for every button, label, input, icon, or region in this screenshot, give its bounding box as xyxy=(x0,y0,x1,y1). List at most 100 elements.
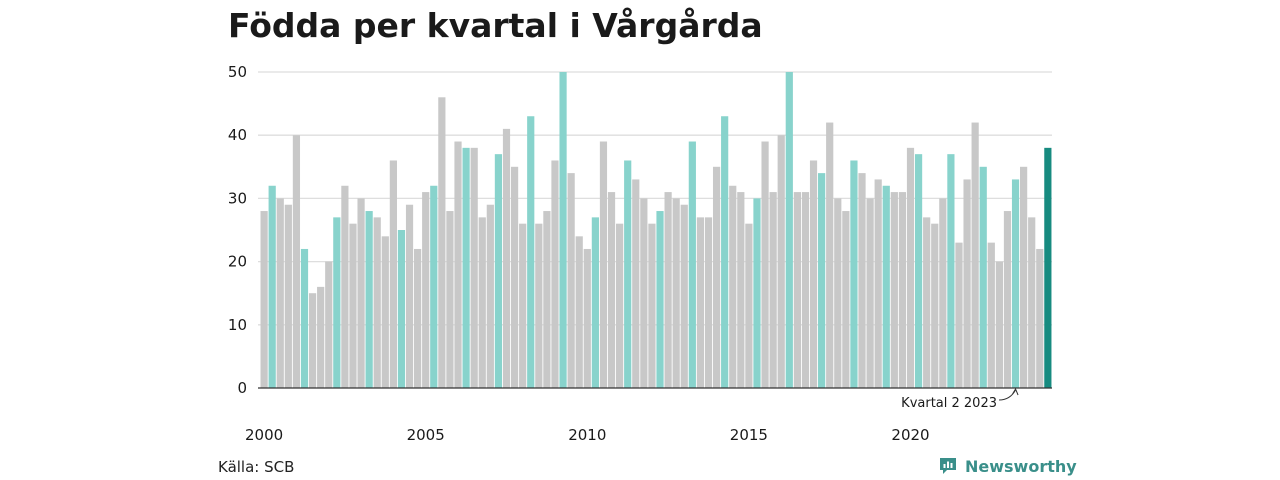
bar xyxy=(559,72,567,388)
chart-title: Födda per kvartal i Vårgårda xyxy=(228,6,763,45)
bar xyxy=(470,147,478,388)
bar xyxy=(914,154,923,388)
bar xyxy=(712,166,721,388)
bar xyxy=(535,223,543,388)
bar xyxy=(801,192,810,388)
bar xyxy=(664,192,672,388)
bar xyxy=(422,192,430,388)
bar xyxy=(882,185,890,388)
bars xyxy=(260,72,1052,389)
bar xyxy=(325,261,333,388)
bar xyxy=(1028,217,1036,388)
bar xyxy=(1020,166,1028,388)
bar xyxy=(898,192,907,388)
bar xyxy=(551,160,559,388)
x-tick-label: 2005 xyxy=(407,426,445,444)
newsworthy-icon xyxy=(940,458,956,474)
bar xyxy=(276,198,284,388)
bar xyxy=(939,198,947,388)
bar xyxy=(300,248,309,388)
bar xyxy=(761,141,769,388)
y-tick-label: 30 xyxy=(228,189,247,207)
bar xyxy=(979,166,987,388)
x-tick-label: 2015 xyxy=(730,426,768,444)
bar xyxy=(1036,248,1044,388)
bar xyxy=(462,147,470,388)
bar xyxy=(292,135,301,388)
bar xyxy=(575,236,583,388)
bar xyxy=(793,192,801,388)
bar xyxy=(624,160,632,388)
bar xyxy=(1003,211,1012,388)
bar xyxy=(640,198,648,388)
bar xyxy=(284,204,292,388)
bar xyxy=(502,128,511,388)
bar xyxy=(607,192,616,388)
bar xyxy=(777,135,785,388)
bar xyxy=(672,198,680,388)
bar xyxy=(680,204,688,388)
bar xyxy=(890,192,898,388)
bar xyxy=(826,122,834,388)
bar xyxy=(632,179,640,388)
bar xyxy=(874,179,882,388)
bar xyxy=(704,217,713,388)
annotation-label: Kvartal 2 2023 xyxy=(901,396,997,411)
bar xyxy=(866,198,874,388)
bar xyxy=(737,192,745,388)
bar xyxy=(971,122,979,388)
y-tick-label: 20 xyxy=(228,253,247,271)
bar xyxy=(591,217,599,388)
bar xyxy=(809,160,818,388)
y-tick-label: 0 xyxy=(237,379,247,397)
bar xyxy=(397,230,406,388)
bar xyxy=(365,211,373,388)
bar xyxy=(688,141,696,388)
bar xyxy=(696,217,705,388)
bar xyxy=(987,242,995,388)
bar xyxy=(721,116,729,389)
bar xyxy=(341,185,349,388)
bar xyxy=(729,185,737,388)
bar xyxy=(858,173,866,388)
bar xyxy=(543,211,551,388)
bar xyxy=(567,173,575,388)
bar xyxy=(389,160,397,388)
bar xyxy=(349,223,357,388)
bar xyxy=(947,154,955,388)
annotation: Kvartal 2 2023 xyxy=(901,387,1019,411)
bar xyxy=(995,261,1003,388)
bar xyxy=(1044,147,1052,388)
axes: 2000 2005 2010 2015 2020 xyxy=(245,387,1052,444)
bar xyxy=(834,198,842,388)
bar xyxy=(769,192,777,388)
bar xyxy=(405,204,414,388)
bar xyxy=(906,147,915,388)
bar xyxy=(850,160,858,388)
bar xyxy=(842,211,850,388)
bar xyxy=(656,211,664,388)
y-tick-label: 50 xyxy=(228,63,247,81)
bar xyxy=(818,173,826,388)
x-tick-label: 2020 xyxy=(891,426,929,444)
newsworthy-logo[interactable]: Newsworthy xyxy=(938,456,1077,476)
bar xyxy=(381,236,389,388)
x-tick-label: 2000 xyxy=(245,426,283,444)
bar xyxy=(438,97,446,388)
y-tick-label: 10 xyxy=(228,316,247,334)
bar xyxy=(260,211,268,388)
bar xyxy=(357,198,365,388)
bar xyxy=(583,248,591,388)
bar xyxy=(931,223,939,388)
bar xyxy=(648,223,656,388)
bar xyxy=(616,223,624,388)
bar xyxy=(308,293,317,388)
bar xyxy=(454,141,462,388)
bar xyxy=(317,286,325,388)
brand-name: Newsworthy xyxy=(965,456,1077,476)
bar xyxy=(430,185,438,388)
bar xyxy=(414,248,422,388)
bar xyxy=(955,242,963,388)
bar xyxy=(510,166,519,388)
